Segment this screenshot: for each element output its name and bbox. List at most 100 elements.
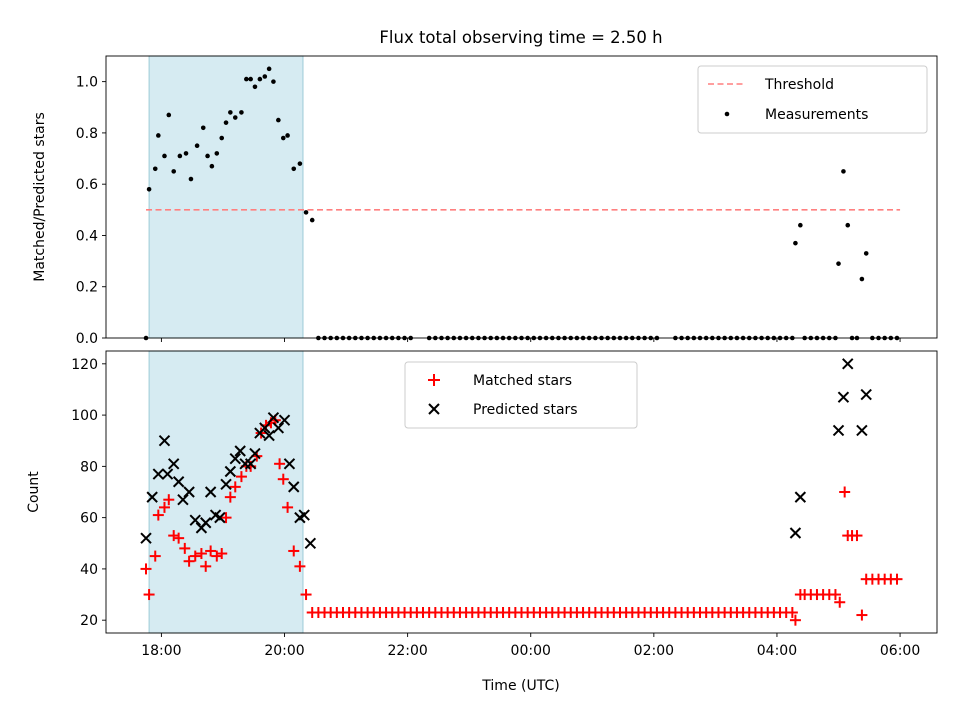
predicted-star-point — [200, 517, 212, 529]
y-tick-label: 0.6 — [76, 177, 98, 193]
x-tick-label: 18:00 — [141, 643, 181, 659]
measurement-point — [219, 135, 225, 141]
top-axes-frame — [105, 55, 938, 339]
measurement-point — [239, 110, 244, 115]
matched-star-point — [300, 589, 312, 601]
top-x-ticks — [160, 338, 901, 342]
predicted-star-point — [789, 527, 802, 539]
matched-star-point — [235, 471, 247, 483]
predicted-star-point — [244, 458, 257, 470]
measurement-point — [793, 240, 798, 246]
matched-star-point — [789, 614, 801, 626]
measurement-point — [232, 115, 238, 120]
matched-star-point — [220, 512, 232, 524]
matched-star-point — [179, 542, 191, 554]
measurement-point — [223, 120, 229, 125]
legend-matched-swatch — [428, 374, 440, 386]
predicted-star-point — [220, 478, 232, 491]
measurement-point — [183, 151, 189, 156]
y-tick-label: 0.0 — [76, 331, 98, 347]
x-tick-label: 20:00 — [264, 643, 304, 659]
predicted-star-point — [259, 422, 271, 434]
measurement-point — [228, 110, 233, 115]
predicted-star-point — [204, 486, 217, 498]
bottom-x-ticks: 18:00 20:00 22:00 00:00 02:00 04:00 06:00 — [141, 633, 920, 659]
measurement-point — [252, 84, 258, 90]
measurement-point — [214, 151, 220, 156]
measurement-point — [262, 74, 268, 79]
predicted-star-point — [298, 509, 310, 521]
legend-predicted-swatch — [428, 403, 440, 415]
matched-star-point — [891, 573, 903, 585]
predicted-star-point — [140, 532, 152, 544]
matched-star-point — [200, 560, 212, 572]
predicted-star-point — [158, 435, 171, 447]
measurement-point — [188, 176, 194, 182]
x-tick-label: 02:00 — [634, 643, 674, 659]
matched-star-point — [216, 548, 228, 560]
measurement-point — [166, 112, 172, 118]
predicted-star-point — [168, 458, 180, 470]
measurement-point — [276, 117, 281, 123]
measurement-point — [156, 133, 161, 138]
matched-star-point — [152, 509, 164, 521]
y-tick-label: 60 — [80, 511, 98, 527]
legend-matched-label: Matched stars — [473, 373, 572, 389]
highlight-window-top — [148, 55, 304, 339]
matched-star-point — [195, 548, 207, 560]
measurement-point — [200, 125, 206, 131]
bottom-panel-counts: 20 40 60 80 100 120 18:00 20:00 22:00 00:00 02:00… — [26, 350, 938, 694]
top-legend: Threshold Measurements — [697, 65, 928, 134]
matched-star-point — [173, 532, 185, 544]
predicted-star-point — [161, 468, 174, 480]
predicted-star-point — [183, 486, 195, 498]
matched-star-point — [834, 596, 846, 608]
measurement-point — [280, 135, 286, 141]
measurement-point — [194, 143, 200, 149]
top-y-axis-label: Matched/Predicted stars — [32, 112, 48, 282]
measurement-point — [177, 153, 183, 159]
matched-star-point — [839, 486, 851, 498]
measurement-point — [152, 166, 158, 172]
predicted-star-point — [229, 452, 241, 465]
predicted-star-point — [263, 429, 275, 442]
legend-threshold-label: Threshold — [764, 77, 834, 93]
y-tick-label: 1.0 — [76, 75, 98, 91]
measurement-point — [859, 276, 865, 282]
matched-star-point — [224, 491, 236, 503]
matched-star-point — [229, 481, 241, 493]
y-tick-label: 100 — [71, 408, 98, 424]
chart-title: Flux total observing time = 2.50 h — [379, 28, 662, 47]
measurement-point — [205, 153, 210, 159]
measurement-point — [845, 222, 851, 228]
measurement-point — [297, 161, 303, 166]
predicted-star-point — [304, 537, 317, 549]
predicted-star-point — [189, 514, 201, 526]
legend-predicted-label: Predicted stars — [473, 402, 578, 418]
top-y-ticks: 0.0 0.2 0.4 0.6 0.8 1.0 — [76, 75, 106, 347]
predicted-star-point — [249, 447, 261, 460]
matched-star-point — [143, 589, 155, 601]
matched-star-point — [205, 545, 217, 557]
predicted-star-point — [224, 465, 237, 478]
predicted-star-point — [272, 422, 285, 434]
x-tick-label: 06:00 — [880, 643, 920, 659]
y-tick-label: 20 — [80, 613, 98, 629]
y-tick-label: 120 — [71, 357, 98, 373]
predicted-star-point — [794, 491, 807, 503]
matched-star-point — [140, 563, 152, 575]
y-tick-label: 0.4 — [76, 228, 98, 244]
matched-star-point — [168, 530, 180, 542]
measurement-point — [244, 76, 249, 82]
measurement-point — [257, 76, 263, 82]
predicted-star-point — [283, 458, 296, 470]
matched-star-point — [829, 589, 841, 601]
predicted-star-point — [214, 511, 226, 524]
y-tick-label: 80 — [80, 459, 98, 475]
bottom-y-axis-label: Count — [26, 471, 42, 513]
predicted-star-point — [177, 493, 189, 506]
predicted-star-point — [288, 481, 300, 493]
x-axis-label: Time (UTC) — [481, 678, 559, 694]
bottom-axes-frame — [105, 350, 938, 634]
measurement-point — [209, 163, 215, 169]
